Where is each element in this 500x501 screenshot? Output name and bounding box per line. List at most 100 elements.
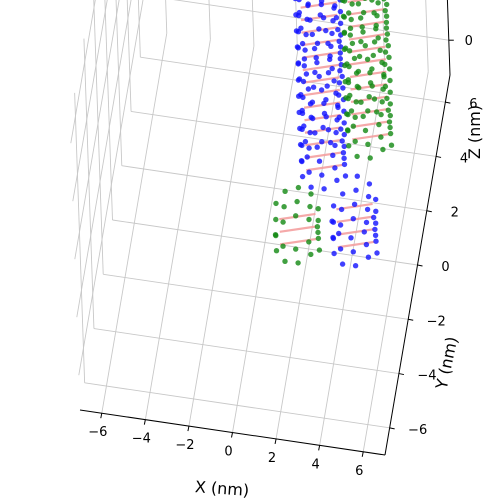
data-point — [305, 2, 311, 9]
data-point — [341, 120, 347, 126]
data-point — [358, 15, 364, 21]
grid-line — [72, 0, 108, 202]
x-tick-label: −6 — [88, 425, 107, 440]
grid-line — [84, 382, 390, 429]
x-tick-mark — [143, 419, 146, 425]
data-point — [372, 232, 379, 238]
bond-line — [348, 33, 386, 41]
grid-line — [76, 0, 132, 318]
data-point — [337, 246, 344, 252]
data-point — [313, 55, 319, 61]
data-point — [315, 206, 321, 212]
data-point — [295, 184, 302, 191]
data-point — [351, 201, 358, 207]
y-tick-mark — [426, 210, 432, 213]
data-point — [349, 40, 356, 47]
data-point — [381, 71, 387, 78]
data-point — [325, 127, 332, 133]
grid-line — [70, 0, 96, 144]
y-tick-label: −4 — [417, 369, 436, 384]
x-tick-label: −2 — [175, 438, 194, 453]
data-point — [332, 3, 338, 9]
data-point — [375, 35, 381, 41]
data-point — [301, 56, 308, 62]
y-tick-label: −6 — [408, 423, 427, 438]
grid-line — [74, 92, 86, 383]
data-point — [356, 85, 362, 91]
data-point — [282, 258, 288, 264]
data-point — [301, 123, 307, 129]
data-point — [318, 87, 325, 93]
data-point — [347, 92, 353, 99]
data-point — [302, 47, 308, 53]
data-point — [319, 172, 325, 178]
data-point — [280, 219, 286, 225]
data-point — [337, 50, 343, 56]
grid-line — [295, 0, 298, 53]
data-point — [330, 152, 336, 158]
data-point — [312, 130, 318, 136]
data-point — [341, 29, 348, 35]
grid-line — [251, 0, 255, 47]
data-point — [319, 139, 325, 145]
y-tick-label: 4 — [460, 151, 468, 166]
data-point — [378, 111, 384, 118]
data-point — [371, 96, 378, 102]
data-point — [353, 70, 360, 76]
data-point — [341, 143, 347, 150]
data-point — [329, 65, 335, 72]
data-point — [384, 1, 390, 8]
bond-line — [303, 76, 340, 84]
data-point — [350, 249, 356, 255]
x-tick-labels: −6 −4 −2 0 2 4 6 — [88, 413, 364, 479]
x-tick-mark — [318, 445, 321, 451]
data-point — [337, 68, 343, 74]
data-point — [337, 20, 344, 26]
data-point — [340, 191, 346, 197]
grid-line — [104, 0, 113, 221]
data-point — [386, 54, 392, 60]
data-point — [316, 158, 323, 164]
data-point — [307, 129, 313, 136]
data-point — [382, 83, 389, 90]
grid-line — [83, 38, 95, 329]
x-tick-mark — [274, 438, 277, 445]
data-point — [323, 114, 329, 120]
x-tick-label: 6 — [355, 464, 363, 479]
data-point — [375, 0, 381, 6]
data-point — [296, 0, 302, 3]
data-point — [339, 138, 345, 144]
data-point — [325, 40, 331, 47]
data-point — [327, 139, 334, 146]
data-point — [337, 8, 344, 15]
data-point — [373, 208, 379, 214]
grid-line — [103, 273, 409, 320]
data-point — [365, 193, 372, 200]
bond-lines — [279, 0, 389, 249]
data-point — [348, 16, 354, 23]
data-point — [299, 40, 306, 47]
grid-line — [173, 0, 449, 41]
data-point — [347, 32, 353, 38]
y-tick-mark — [389, 427, 395, 430]
data-point — [331, 78, 337, 84]
data-point — [324, 83, 330, 89]
data-point — [293, 28, 300, 34]
data-point — [379, 99, 385, 105]
data-point — [293, 213, 299, 219]
data-point — [339, 73, 345, 80]
data-point — [318, 1, 324, 8]
data-point — [297, 141, 304, 148]
data-point — [330, 203, 337, 209]
data-point — [360, 113, 366, 120]
data-point — [314, 224, 321, 230]
data-point — [384, 31, 391, 37]
data-point — [373, 238, 379, 244]
data-point — [329, 30, 335, 37]
data-point — [387, 89, 393, 95]
data-point — [315, 229, 321, 236]
data-point — [338, 206, 345, 213]
data-point — [281, 204, 287, 210]
data-point — [323, 27, 329, 34]
grid-line — [78, 0, 144, 376]
